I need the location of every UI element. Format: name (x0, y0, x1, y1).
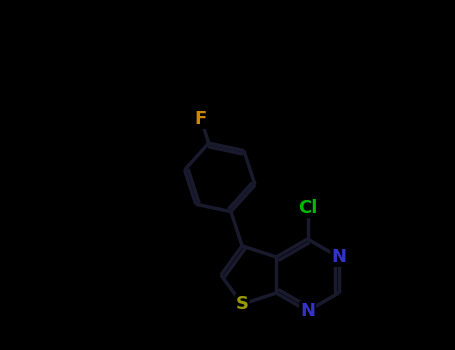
Text: N: N (300, 302, 315, 320)
Text: N: N (331, 248, 346, 266)
Text: F: F (195, 110, 207, 128)
Text: S: S (236, 295, 248, 313)
Text: Cl: Cl (298, 199, 317, 217)
